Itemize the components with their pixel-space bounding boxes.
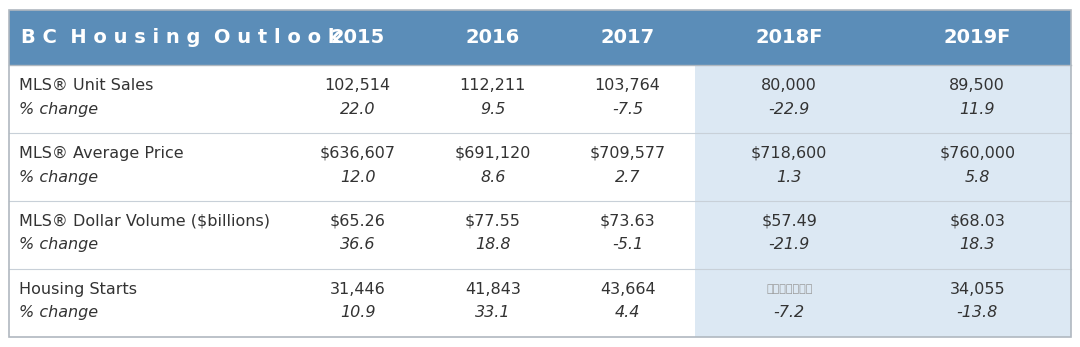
Text: 80,000: 80,000: [761, 78, 818, 93]
Text: 加拿大地产周刊: 加拿大地产周刊: [766, 284, 812, 294]
Text: $718,600: $718,600: [751, 146, 827, 161]
Text: 112,211: 112,211: [459, 78, 526, 93]
Text: 11.9: 11.9: [959, 102, 995, 117]
Text: 8.6: 8.6: [480, 170, 505, 185]
Text: 10.9: 10.9: [340, 305, 376, 320]
Text: 2.7: 2.7: [615, 170, 640, 185]
Text: -7.2: -7.2: [773, 305, 805, 320]
Text: % change: % change: [19, 170, 98, 185]
Text: 36.6: 36.6: [340, 237, 376, 253]
Text: 41,843: 41,843: [464, 282, 521, 297]
Text: % change: % change: [19, 305, 98, 320]
Text: $73.63: $73.63: [599, 214, 656, 229]
Text: % change: % change: [19, 102, 98, 117]
Text: B C  H o u s i n g  O u t l o o k: B C H o u s i n g O u t l o o k: [22, 28, 341, 47]
Text: $65.26: $65.26: [329, 214, 386, 229]
Text: 12.0: 12.0: [340, 170, 376, 185]
Text: 31,446: 31,446: [329, 282, 386, 297]
Text: $77.55: $77.55: [464, 214, 521, 229]
Text: MLS® Unit Sales: MLS® Unit Sales: [19, 78, 153, 93]
Text: 2019F: 2019F: [944, 28, 1011, 47]
Text: -5.1: -5.1: [612, 237, 644, 253]
Text: 4.4: 4.4: [615, 305, 640, 320]
Text: MLS® Dollar Volume ($billions): MLS® Dollar Volume ($billions): [19, 214, 270, 229]
Text: 34,055: 34,055: [949, 282, 1005, 297]
Text: MLS® Average Price: MLS® Average Price: [19, 146, 184, 161]
Text: Housing Starts: Housing Starts: [19, 282, 137, 297]
Text: $636,607: $636,607: [320, 146, 395, 161]
Bar: [9, 10, 1071, 65]
Text: $709,577: $709,577: [590, 146, 665, 161]
Text: -7.5: -7.5: [612, 102, 644, 117]
Text: -21.9: -21.9: [769, 237, 810, 253]
Bar: [696, 65, 1071, 337]
Text: 9.5: 9.5: [480, 102, 505, 117]
Text: 22.0: 22.0: [340, 102, 376, 117]
Text: 102,514: 102,514: [325, 78, 391, 93]
Text: 18.8: 18.8: [475, 237, 511, 253]
Text: -22.9: -22.9: [769, 102, 810, 117]
Text: $760,000: $760,000: [940, 146, 1015, 161]
Text: -13.8: -13.8: [957, 305, 998, 320]
Text: 103,764: 103,764: [595, 78, 661, 93]
Text: 2015: 2015: [330, 28, 384, 47]
Text: $57.49: $57.49: [761, 214, 818, 229]
Text: 89,500: 89,500: [949, 78, 1005, 93]
Text: 43,664: 43,664: [599, 282, 656, 297]
Text: 1.3: 1.3: [777, 170, 801, 185]
Text: 2018F: 2018F: [755, 28, 823, 47]
Text: $691,120: $691,120: [455, 146, 531, 161]
Text: 2017: 2017: [600, 28, 654, 47]
Text: % change: % change: [19, 237, 98, 253]
Text: 33.1: 33.1: [475, 305, 511, 320]
Text: 2016: 2016: [465, 28, 519, 47]
Text: 18.3: 18.3: [959, 237, 995, 253]
Text: $68.03: $68.03: [949, 214, 1005, 229]
Text: 5.8: 5.8: [964, 170, 990, 185]
